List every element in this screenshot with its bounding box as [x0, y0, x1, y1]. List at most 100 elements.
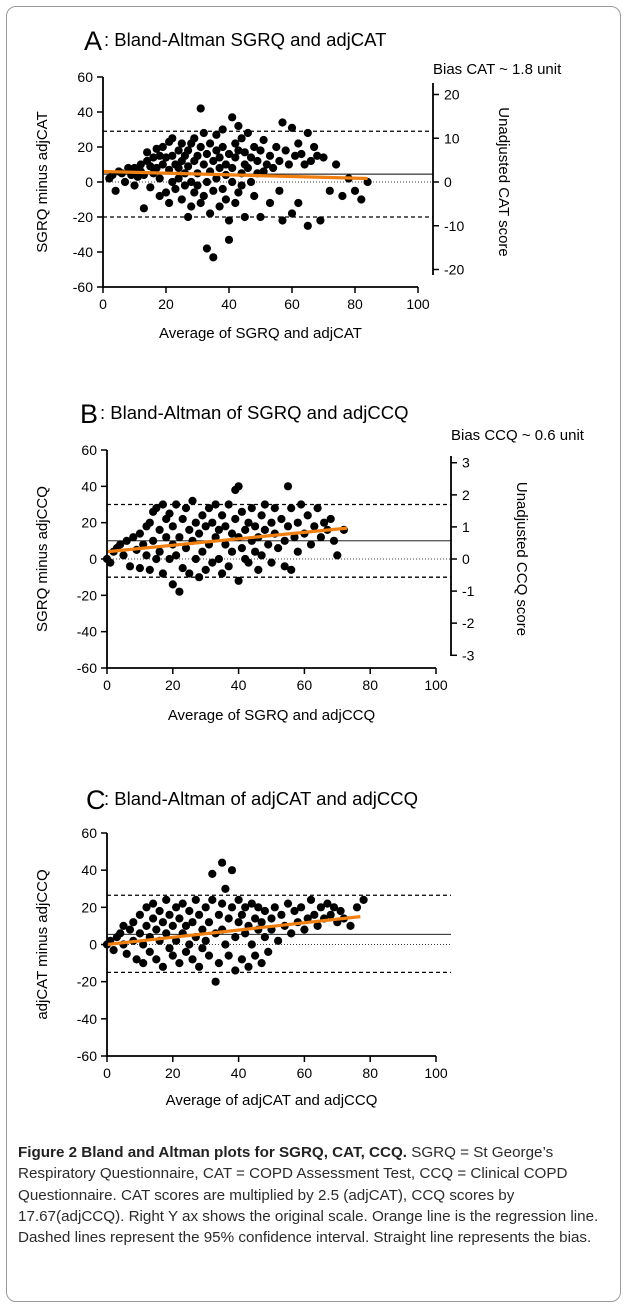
data-point [336, 906, 345, 916]
data-point [280, 562, 289, 571]
y-axis-title: SGRQ minus adjCCQ [34, 486, 51, 632]
data-point [212, 146, 221, 155]
data-point [201, 565, 210, 575]
data-point [283, 482, 293, 491]
data-point [146, 162, 155, 171]
data-point [287, 209, 297, 218]
data-point [184, 212, 193, 222]
data-point [165, 554, 174, 564]
data-point [202, 244, 211, 253]
data-point [195, 573, 204, 582]
data-point [129, 918, 138, 927]
data-point [251, 914, 260, 923]
data-point [257, 511, 266, 520]
data-point [208, 869, 217, 879]
data-point [241, 903, 250, 912]
x-tick-label: 20 [165, 677, 181, 693]
data-point [168, 921, 177, 931]
x-tick-label: 40 [221, 296, 237, 312]
data-point [270, 504, 279, 513]
data-point [218, 858, 227, 867]
data-point [149, 153, 158, 162]
data-point [275, 186, 284, 195]
data-point [290, 533, 299, 542]
data-point [237, 910, 246, 919]
data-point [152, 163, 161, 173]
data-point [283, 522, 293, 531]
data-point [202, 149, 211, 159]
data-point [177, 195, 186, 204]
data-point [237, 134, 246, 143]
data-point [221, 940, 230, 949]
data-point [139, 940, 148, 949]
panel-c: C: Bland-Altman of adjCAT and adjCCQ -60 -… [34, 785, 451, 1109]
x-tick-label: 40 [231, 1065, 247, 1081]
data-point [227, 903, 237, 912]
data-point [267, 518, 276, 527]
data-point [181, 921, 191, 931]
x-tick-label: 0 [99, 296, 107, 312]
x-tick-label: 0 [103, 677, 111, 693]
data-point [350, 186, 360, 195]
data-point [181, 544, 191, 553]
data-point [206, 209, 215, 218]
chart-title: : Bland-Altman of SGRQ and adjCCQ [100, 402, 408, 423]
data-point [208, 558, 217, 567]
x-axis-title: Average of adjCAT and adjCCQ [166, 1092, 378, 1109]
data-point [152, 144, 161, 153]
data-point [224, 216, 234, 225]
data-point [162, 895, 171, 905]
data-point [201, 522, 210, 531]
data-point [228, 177, 237, 187]
data-point [291, 151, 300, 160]
data-point [221, 195, 230, 204]
panel-b: B: Bland-Altman of SGRQ and adjCCQ Bias C… [34, 399, 585, 724]
data-point [198, 547, 207, 556]
data-point [346, 921, 355, 931]
data-point [184, 146, 193, 155]
data-point [181, 504, 191, 513]
data-point [195, 962, 204, 971]
data-point [149, 899, 158, 908]
data-point [251, 547, 260, 556]
x-tick-label: 60 [297, 677, 313, 693]
x-tick-label: 60 [284, 296, 300, 312]
y-tick-label: 40 [77, 104, 93, 120]
x-axis-title: Average of SGRQ and adjCCQ [168, 707, 375, 724]
data-point [275, 156, 284, 166]
x-tick-label: 20 [158, 296, 174, 312]
data-point [175, 587, 184, 596]
data-point [231, 198, 240, 208]
data-point [277, 514, 286, 524]
y-right-tick-label: 2 [462, 487, 470, 503]
data-point [198, 944, 207, 953]
bias-annotation: Bias CCQ ~ 0.6 unit [451, 427, 585, 444]
data-point [250, 142, 259, 152]
data-point [211, 500, 220, 509]
data-point [310, 910, 319, 919]
data-point [198, 925, 207, 934]
y-tick-label: 20 [77, 139, 93, 155]
data-point [224, 235, 234, 244]
data-point [185, 569, 194, 578]
data-point [332, 160, 341, 169]
data-point [135, 929, 144, 938]
y-right-tick-label: 20 [444, 87, 460, 103]
data-point [142, 903, 151, 912]
data-point [352, 903, 362, 912]
data-point [202, 177, 211, 187]
data-point [168, 951, 177, 960]
data-point [142, 551, 151, 560]
data-point [303, 221, 312, 230]
x-tick-label: 80 [347, 296, 363, 312]
data-point [185, 940, 194, 949]
data-point [195, 910, 204, 919]
data-point [237, 544, 246, 553]
data-point [168, 522, 177, 531]
data-point [125, 562, 135, 571]
y-right-tick-label: -3 [462, 647, 475, 663]
y-axis-title: SGRQ minus adjCAT [34, 111, 51, 252]
data-point [199, 128, 208, 138]
data-point [196, 104, 205, 113]
bias-annotation: Bias CAT ~ 1.8 unit [433, 61, 562, 78]
